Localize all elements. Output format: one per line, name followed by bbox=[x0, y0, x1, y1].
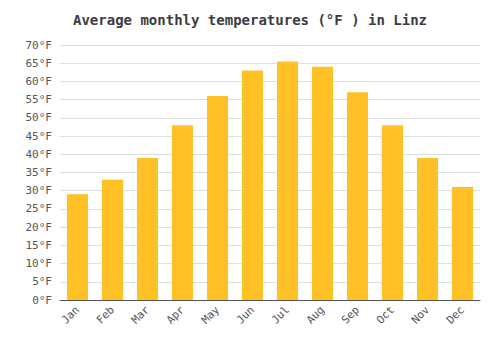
svg-text:30°F: 30°F bbox=[26, 184, 53, 197]
svg-text:65°F: 65°F bbox=[26, 57, 53, 70]
svg-text:Jun: Jun bbox=[234, 303, 257, 326]
svg-text:45°F: 45°F bbox=[26, 130, 53, 143]
svg-text:70°F: 70°F bbox=[26, 39, 53, 52]
svg-text:50°F: 50°F bbox=[26, 111, 53, 124]
svg-text:25°F: 25°F bbox=[26, 202, 53, 215]
svg-text:Jan: Jan bbox=[59, 303, 82, 326]
svg-text:Average monthly temperatures (: Average monthly temperatures (°F ) in Li… bbox=[73, 12, 427, 28]
svg-text:5°F: 5°F bbox=[32, 275, 52, 288]
svg-text:Dec: Dec bbox=[444, 303, 467, 326]
svg-text:0°F: 0°F bbox=[32, 294, 52, 307]
svg-text:Nov: Nov bbox=[409, 303, 432, 326]
svg-text:60°F: 60°F bbox=[26, 75, 53, 88]
svg-text:40°F: 40°F bbox=[26, 148, 53, 161]
svg-text:Sep: Sep bbox=[339, 303, 362, 326]
svg-text:15°F: 15°F bbox=[26, 239, 53, 252]
svg-text:20°F: 20°F bbox=[26, 221, 53, 234]
svg-text:May: May bbox=[199, 303, 222, 326]
svg-text:Feb: Feb bbox=[94, 303, 117, 326]
svg-text:Jul: Jul bbox=[269, 303, 292, 326]
svg-text:35°F: 35°F bbox=[26, 166, 53, 179]
svg-text:Apr: Apr bbox=[164, 303, 187, 326]
svg-text:Oct: Oct bbox=[374, 303, 397, 326]
svg-text:Aug: Aug bbox=[304, 303, 327, 326]
svg-text:Mar: Mar bbox=[129, 303, 152, 326]
svg-text:55°F: 55°F bbox=[26, 93, 53, 106]
svg-text:10°F: 10°F bbox=[26, 257, 53, 270]
